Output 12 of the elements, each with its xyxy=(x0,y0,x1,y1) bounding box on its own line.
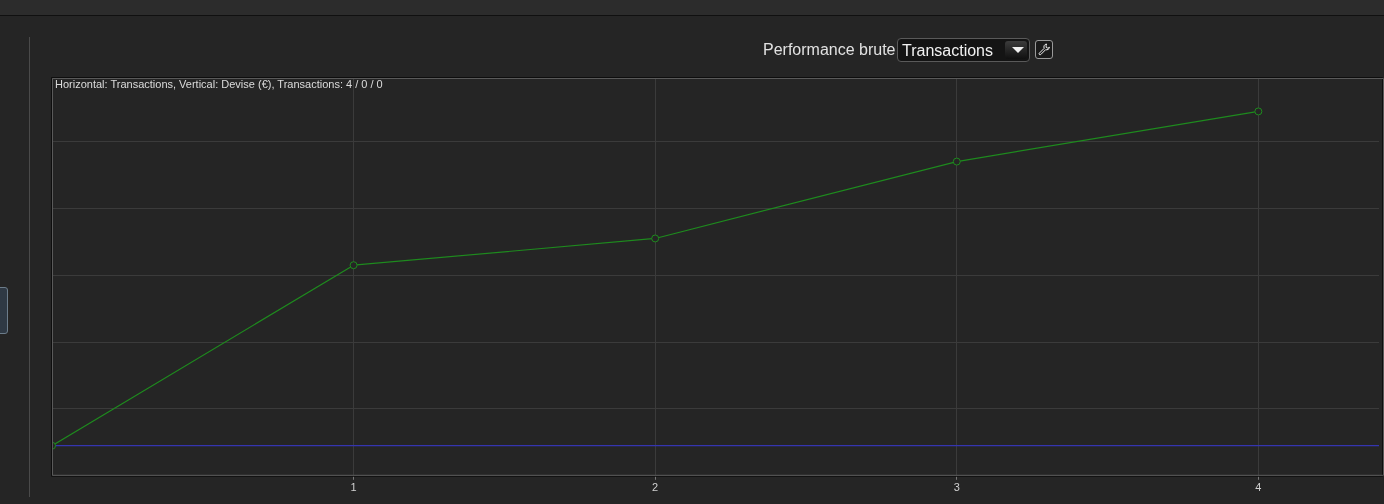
point xyxy=(1254,107,1263,116)
point xyxy=(349,261,358,270)
chart-subtitle: Transactions xyxy=(902,41,993,60)
point xyxy=(952,157,961,166)
select-field: Transactions xyxy=(897,38,1030,62)
x-tick-label: 4 xyxy=(1255,481,1262,494)
text: Horizontal: Transactions, Vertical: Devise (€), Transactions: 4 / 0 / 0 xyxy=(55,78,383,91)
point xyxy=(651,234,660,243)
x-tick-label: 3 xyxy=(953,481,960,494)
x-tick-label: 1 xyxy=(350,481,357,494)
x-tick-label: 2 xyxy=(652,481,659,494)
chart-title: Performance brute xyxy=(763,40,896,60)
